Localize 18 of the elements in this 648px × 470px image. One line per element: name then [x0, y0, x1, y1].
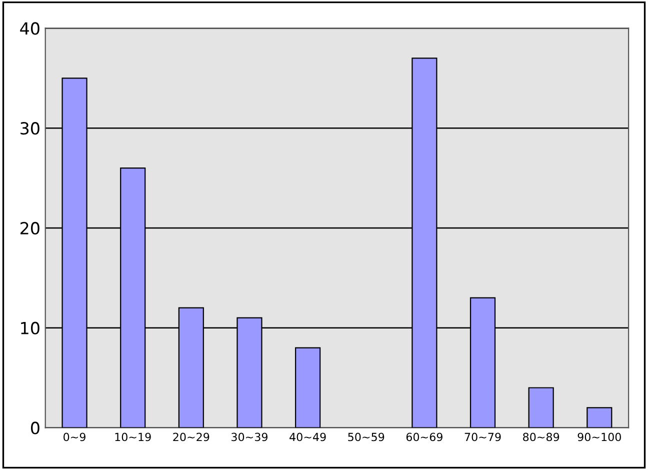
- x-tick-label: 80~89: [523, 432, 560, 442]
- bar: [528, 387, 554, 428]
- x-tick-label: 30~39: [232, 432, 268, 442]
- y-tick-label: 10: [21, 322, 40, 334]
- y-tick-label: 20: [20, 222, 40, 235]
- y-tick-label: 30: [20, 122, 40, 135]
- x-tick-label: 0~9: [64, 432, 86, 442]
- x-tick-label: 90~100: [578, 432, 621, 442]
- x-tick-label: 40~49: [290, 432, 326, 442]
- x-tick-label: 60~69: [406, 432, 442, 442]
- x-tick-label: 10~19: [115, 432, 151, 442]
- bar: [586, 407, 612, 428]
- x-tick-label: 50~59: [348, 432, 384, 442]
- y-tick-label: 40: [20, 22, 40, 35]
- y-tick-label: 0: [30, 422, 40, 434]
- x-tick-label: 70~79: [464, 432, 501, 442]
- bar: [295, 347, 321, 428]
- x-tick-label: 20~29: [173, 432, 210, 442]
